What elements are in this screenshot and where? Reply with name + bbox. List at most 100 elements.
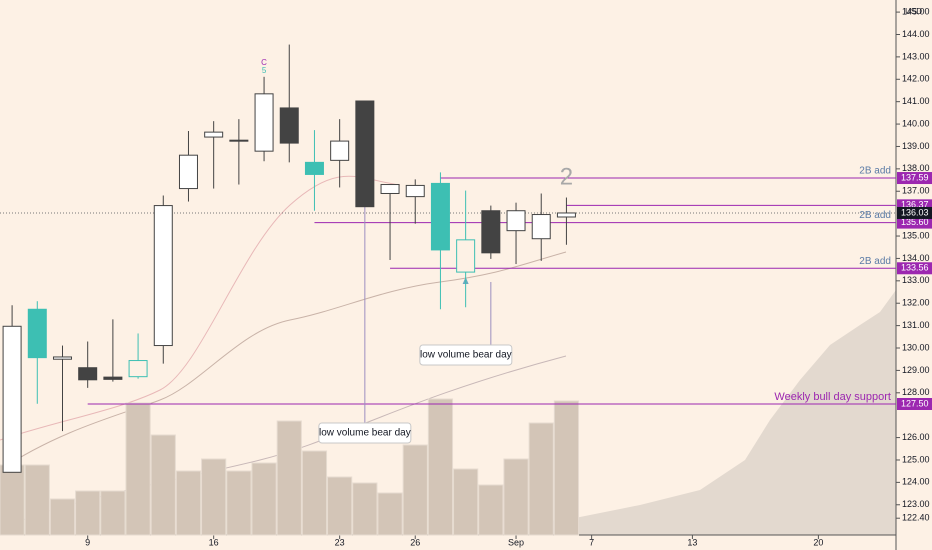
level-note: 2B add [859, 166, 891, 177]
volume-bar [251, 462, 277, 536]
y-tick-label: 124.00 [902, 477, 930, 487]
y-tick-label: 129.00 [902, 365, 930, 375]
level-price-label: 133.56 [901, 263, 929, 273]
candle-body [103, 376, 123, 380]
marker-c: C [261, 58, 267, 67]
candle-body [229, 139, 249, 142]
candle-body [531, 214, 551, 240]
volume-bar [0, 464, 25, 536]
y-tick-label: 138.00 [902, 163, 930, 173]
y-tick-label: 145.00 [902, 6, 930, 16]
candle-body [405, 184, 425, 198]
callout-text: low volume bear day [319, 428, 411, 439]
volume-bar [377, 492, 403, 536]
level-price-box [897, 216, 932, 229]
y-tick-label: 140.00 [902, 118, 930, 128]
x-tick-label: 20 [813, 537, 823, 547]
y-tick-label: 128.00 [902, 387, 930, 397]
level-price-box [897, 397, 932, 410]
x-tick-label: 7 [589, 537, 594, 547]
level-price-label: 136.37 [901, 200, 929, 210]
candle-body [430, 182, 450, 251]
volume-bar [125, 402, 151, 536]
candle-body [279, 107, 299, 144]
candle-body [506, 210, 526, 232]
candle-body [304, 161, 324, 175]
x-tick-label: 23 [335, 537, 345, 547]
candle-body [330, 140, 350, 161]
level-note: 2B add [859, 210, 891, 221]
x-tick-label: 16 [209, 537, 219, 547]
candle-body [254, 93, 274, 152]
cloud-area [540, 290, 896, 535]
y-tick-label: 123.00 [902, 499, 930, 509]
moving-average [0, 251, 567, 471]
last-price-box [897, 206, 932, 219]
level-price-box [897, 172, 932, 185]
volume-bar [327, 476, 353, 536]
candle-body [153, 205, 173, 347]
x-tick-label: 9 [85, 537, 90, 547]
volume-bar [528, 422, 554, 536]
volume-bar [553, 400, 580, 536]
candle-body [52, 356, 72, 360]
volume-bar [478, 484, 504, 536]
currency: USD [905, 7, 922, 16]
y-tick-label: 126.00 [902, 432, 930, 442]
candle-body [204, 131, 224, 138]
volume-bar [201, 458, 227, 536]
level-price-box [897, 262, 932, 275]
level-note: 2B add [859, 256, 891, 267]
volume-bar [24, 464, 50, 536]
candle-body [380, 184, 400, 194]
y-tick-label: 130.00 [902, 342, 930, 352]
x-tick-label: 26 [410, 537, 420, 547]
y-tick-label: 132.00 [902, 298, 930, 308]
volume-bar [427, 398, 454, 536]
y-tick-label: 133.00 [902, 275, 930, 285]
x-tick-label: 13 [687, 537, 697, 547]
y-tick-label: 142.00 [902, 74, 930, 84]
y-tick-label: 139.00 [902, 141, 930, 151]
candle-body [2, 325, 22, 473]
last-price-label: 136.03 [901, 207, 929, 217]
candle-body [27, 308, 47, 359]
candle-body [355, 100, 375, 208]
candle-body [481, 210, 501, 254]
candle-body [128, 360, 148, 378]
y-tick-label: 143.00 [902, 51, 930, 61]
marker-5: 5 [262, 66, 267, 75]
level-note: Weekly bull day support [774, 391, 891, 403]
callout-box [419, 344, 513, 366]
y-tick-label: 122.40 [902, 513, 930, 523]
candle-body [78, 367, 98, 381]
y-tick-label: 135.00 [902, 230, 930, 240]
volume-bar [75, 490, 101, 536]
volume-bar [175, 470, 202, 536]
volume-bar [100, 490, 126, 536]
candle-body [456, 239, 476, 273]
wave-label: 2 [560, 163, 573, 190]
volume-bar [503, 458, 529, 536]
volume-bar [276, 420, 302, 536]
y-tick-label: 141.00 [902, 96, 930, 106]
y-tick-label: 134.00 [902, 253, 930, 263]
y-tick-label: 125.00 [902, 454, 930, 464]
moving-average [0, 175, 401, 441]
volume-bar [453, 468, 479, 536]
x-tick-label: Sep [508, 537, 524, 547]
volume-bar [301, 450, 328, 536]
candle-body [556, 212, 576, 218]
volume-bar [352, 482, 378, 536]
volume-bar [49, 498, 76, 536]
volume-bar [226, 470, 252, 536]
callout-text: low volume bear day [420, 350, 512, 361]
callout-box [318, 422, 412, 444]
volume-bar [402, 444, 428, 536]
y-tick-label: 137.00 [902, 186, 930, 196]
volume-bar [150, 434, 176, 536]
level-price-label: 135.60 [901, 217, 929, 227]
candle-body [178, 154, 198, 190]
